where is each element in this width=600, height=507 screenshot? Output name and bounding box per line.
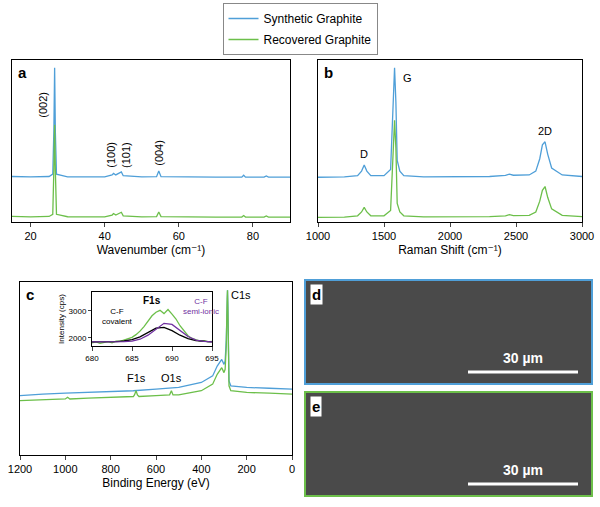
- svg-text:Raman Shift (cm⁻¹): Raman Shift (cm⁻¹): [398, 243, 502, 257]
- svg-text:G: G: [403, 72, 412, 84]
- svg-text:685: 685: [125, 354, 139, 363]
- svg-text:(002): (002): [37, 92, 49, 118]
- svg-text:3000: 3000: [570, 230, 594, 242]
- svg-text:b: b: [324, 64, 333, 81]
- svg-text:c: c: [26, 286, 34, 303]
- svg-text:1500: 1500: [372, 230, 396, 242]
- svg-text:2D: 2D: [538, 125, 552, 137]
- svg-text:1200: 1200: [8, 463, 32, 475]
- svg-text:2000: 2000: [69, 334, 87, 343]
- svg-text:30 µm: 30 µm: [503, 350, 543, 366]
- svg-text:e: e: [312, 398, 320, 415]
- svg-text:(101): (101): [120, 142, 132, 168]
- svg-text:30 µm: 30 µm: [503, 462, 543, 478]
- svg-text:Synthetic Graphite: Synthetic Graphite: [264, 12, 363, 26]
- svg-text:F1s: F1s: [143, 295, 161, 306]
- svg-text:200: 200: [237, 463, 255, 475]
- svg-text:0: 0: [289, 463, 295, 475]
- svg-text:20: 20: [24, 230, 36, 242]
- svg-text:2000: 2000: [438, 230, 462, 242]
- svg-text:1000: 1000: [53, 463, 77, 475]
- svg-text:d: d: [312, 286, 321, 303]
- svg-text:Recovered Graphite: Recovered Graphite: [264, 33, 372, 47]
- svg-text:60: 60: [173, 230, 185, 242]
- svg-text:Intensity (cps): Intensity (cps): [57, 294, 66, 344]
- svg-text:F1s: F1s: [127, 372, 146, 384]
- svg-text:80: 80: [247, 230, 259, 242]
- svg-text:690: 690: [165, 354, 179, 363]
- svg-text:680: 680: [85, 354, 99, 363]
- svg-text:D: D: [360, 148, 368, 160]
- svg-text:800: 800: [101, 463, 119, 475]
- svg-text:695: 695: [205, 354, 219, 363]
- svg-text:400: 400: [192, 463, 210, 475]
- svg-text:1000: 1000: [306, 230, 330, 242]
- svg-text:C1s: C1s: [231, 289, 251, 301]
- svg-text:Wavenumber (cm⁻¹): Wavenumber (cm⁻¹): [97, 243, 206, 257]
- svg-text:O1s: O1s: [161, 372, 182, 384]
- svg-text:Binding Energy (eV): Binding Energy (eV): [102, 476, 209, 490]
- svg-text:(100): (100): [105, 142, 117, 168]
- svg-text:C-Fcovalent: C-Fcovalent: [102, 307, 133, 326]
- svg-text:600: 600: [147, 463, 165, 475]
- svg-text:(004): (004): [153, 140, 165, 166]
- svg-text:2500: 2500: [504, 230, 528, 242]
- svg-text:40: 40: [99, 230, 111, 242]
- svg-text:a: a: [18, 64, 27, 81]
- svg-text:C-Fsemi-ionic: C-Fsemi-ionic: [183, 297, 219, 316]
- svg-text:3000: 3000: [69, 307, 87, 316]
